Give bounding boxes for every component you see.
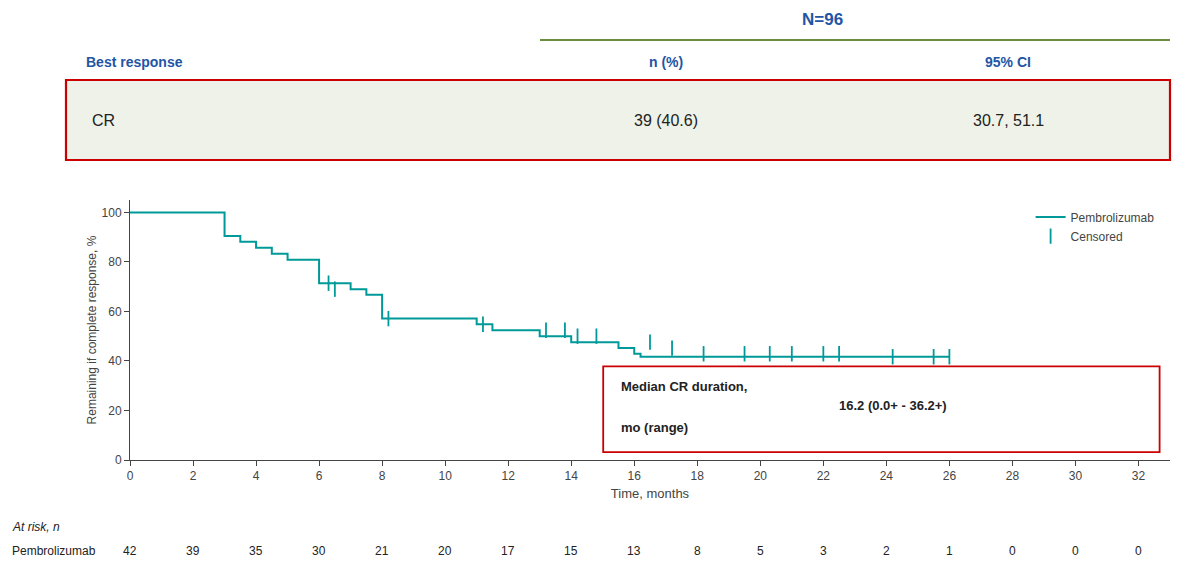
svg-text:20: 20 <box>754 469 768 483</box>
svg-text:At risk, n: At risk, n <box>12 520 60 534</box>
svg-text:20: 20 <box>108 404 122 418</box>
svg-text:24: 24 <box>880 469 894 483</box>
svg-text:30: 30 <box>1069 469 1083 483</box>
svg-text:14: 14 <box>565 469 579 483</box>
svg-text:10: 10 <box>438 469 452 483</box>
svg-text:22: 22 <box>817 469 831 483</box>
svg-text:35: 35 <box>249 544 263 558</box>
svg-text:0: 0 <box>1135 544 1142 558</box>
svg-text:95% CI: 95% CI <box>985 54 1031 70</box>
svg-text:8: 8 <box>694 544 701 558</box>
svg-text:3: 3 <box>820 544 827 558</box>
svg-text:Pembrolizumab: Pembrolizumab <box>12 544 96 558</box>
svg-text:2: 2 <box>883 544 890 558</box>
svg-text:42: 42 <box>123 544 137 558</box>
svg-text:80: 80 <box>108 255 122 269</box>
svg-text:15: 15 <box>564 544 578 558</box>
svg-text:0: 0 <box>1009 544 1016 558</box>
svg-text:0: 0 <box>127 469 134 483</box>
svg-text:40: 40 <box>108 354 122 368</box>
svg-text:2: 2 <box>190 469 197 483</box>
svg-text:32: 32 <box>1132 469 1146 483</box>
svg-text:N=96: N=96 <box>802 10 843 29</box>
svg-text:Median CR duration,: Median CR duration, <box>621 379 747 394</box>
svg-text:Best response: Best response <box>86 54 183 70</box>
svg-text:17: 17 <box>501 544 515 558</box>
svg-text:1: 1 <box>946 544 953 558</box>
svg-text:5: 5 <box>757 544 764 558</box>
svg-text:8: 8 <box>379 469 386 483</box>
svg-text:n (%): n (%) <box>649 54 683 70</box>
svg-text:60: 60 <box>108 305 122 319</box>
svg-text:0: 0 <box>1072 544 1079 558</box>
svg-text:Remaining if complete response: Remaining if complete response, % <box>85 235 99 424</box>
svg-text:28: 28 <box>1006 469 1020 483</box>
svg-text:26: 26 <box>943 469 957 483</box>
svg-text:mo (range): mo (range) <box>621 420 688 435</box>
svg-text:39 (40.6): 39 (40.6) <box>634 112 698 129</box>
svg-text:CR: CR <box>92 112 115 129</box>
svg-text:20: 20 <box>438 544 452 558</box>
svg-text:13: 13 <box>627 544 641 558</box>
svg-text:4: 4 <box>253 469 260 483</box>
svg-text:39: 39 <box>186 544 200 558</box>
svg-text:6: 6 <box>316 469 323 483</box>
svg-text:30.7, 51.1: 30.7, 51.1 <box>973 112 1044 129</box>
svg-text:12: 12 <box>502 469 516 483</box>
svg-text:Time, months: Time, months <box>611 486 690 501</box>
svg-text:30: 30 <box>312 544 326 558</box>
svg-text:16: 16 <box>628 469 642 483</box>
svg-text:21: 21 <box>375 544 389 558</box>
svg-text:16.2 (0.0+ - 36.2+): 16.2 (0.0+ - 36.2+) <box>839 398 947 413</box>
svg-text:Censored: Censored <box>1071 230 1123 244</box>
svg-text:0: 0 <box>115 453 122 467</box>
svg-text:Pembrolizumab: Pembrolizumab <box>1071 211 1155 225</box>
svg-text:100: 100 <box>102 206 122 220</box>
svg-text:18: 18 <box>691 469 705 483</box>
